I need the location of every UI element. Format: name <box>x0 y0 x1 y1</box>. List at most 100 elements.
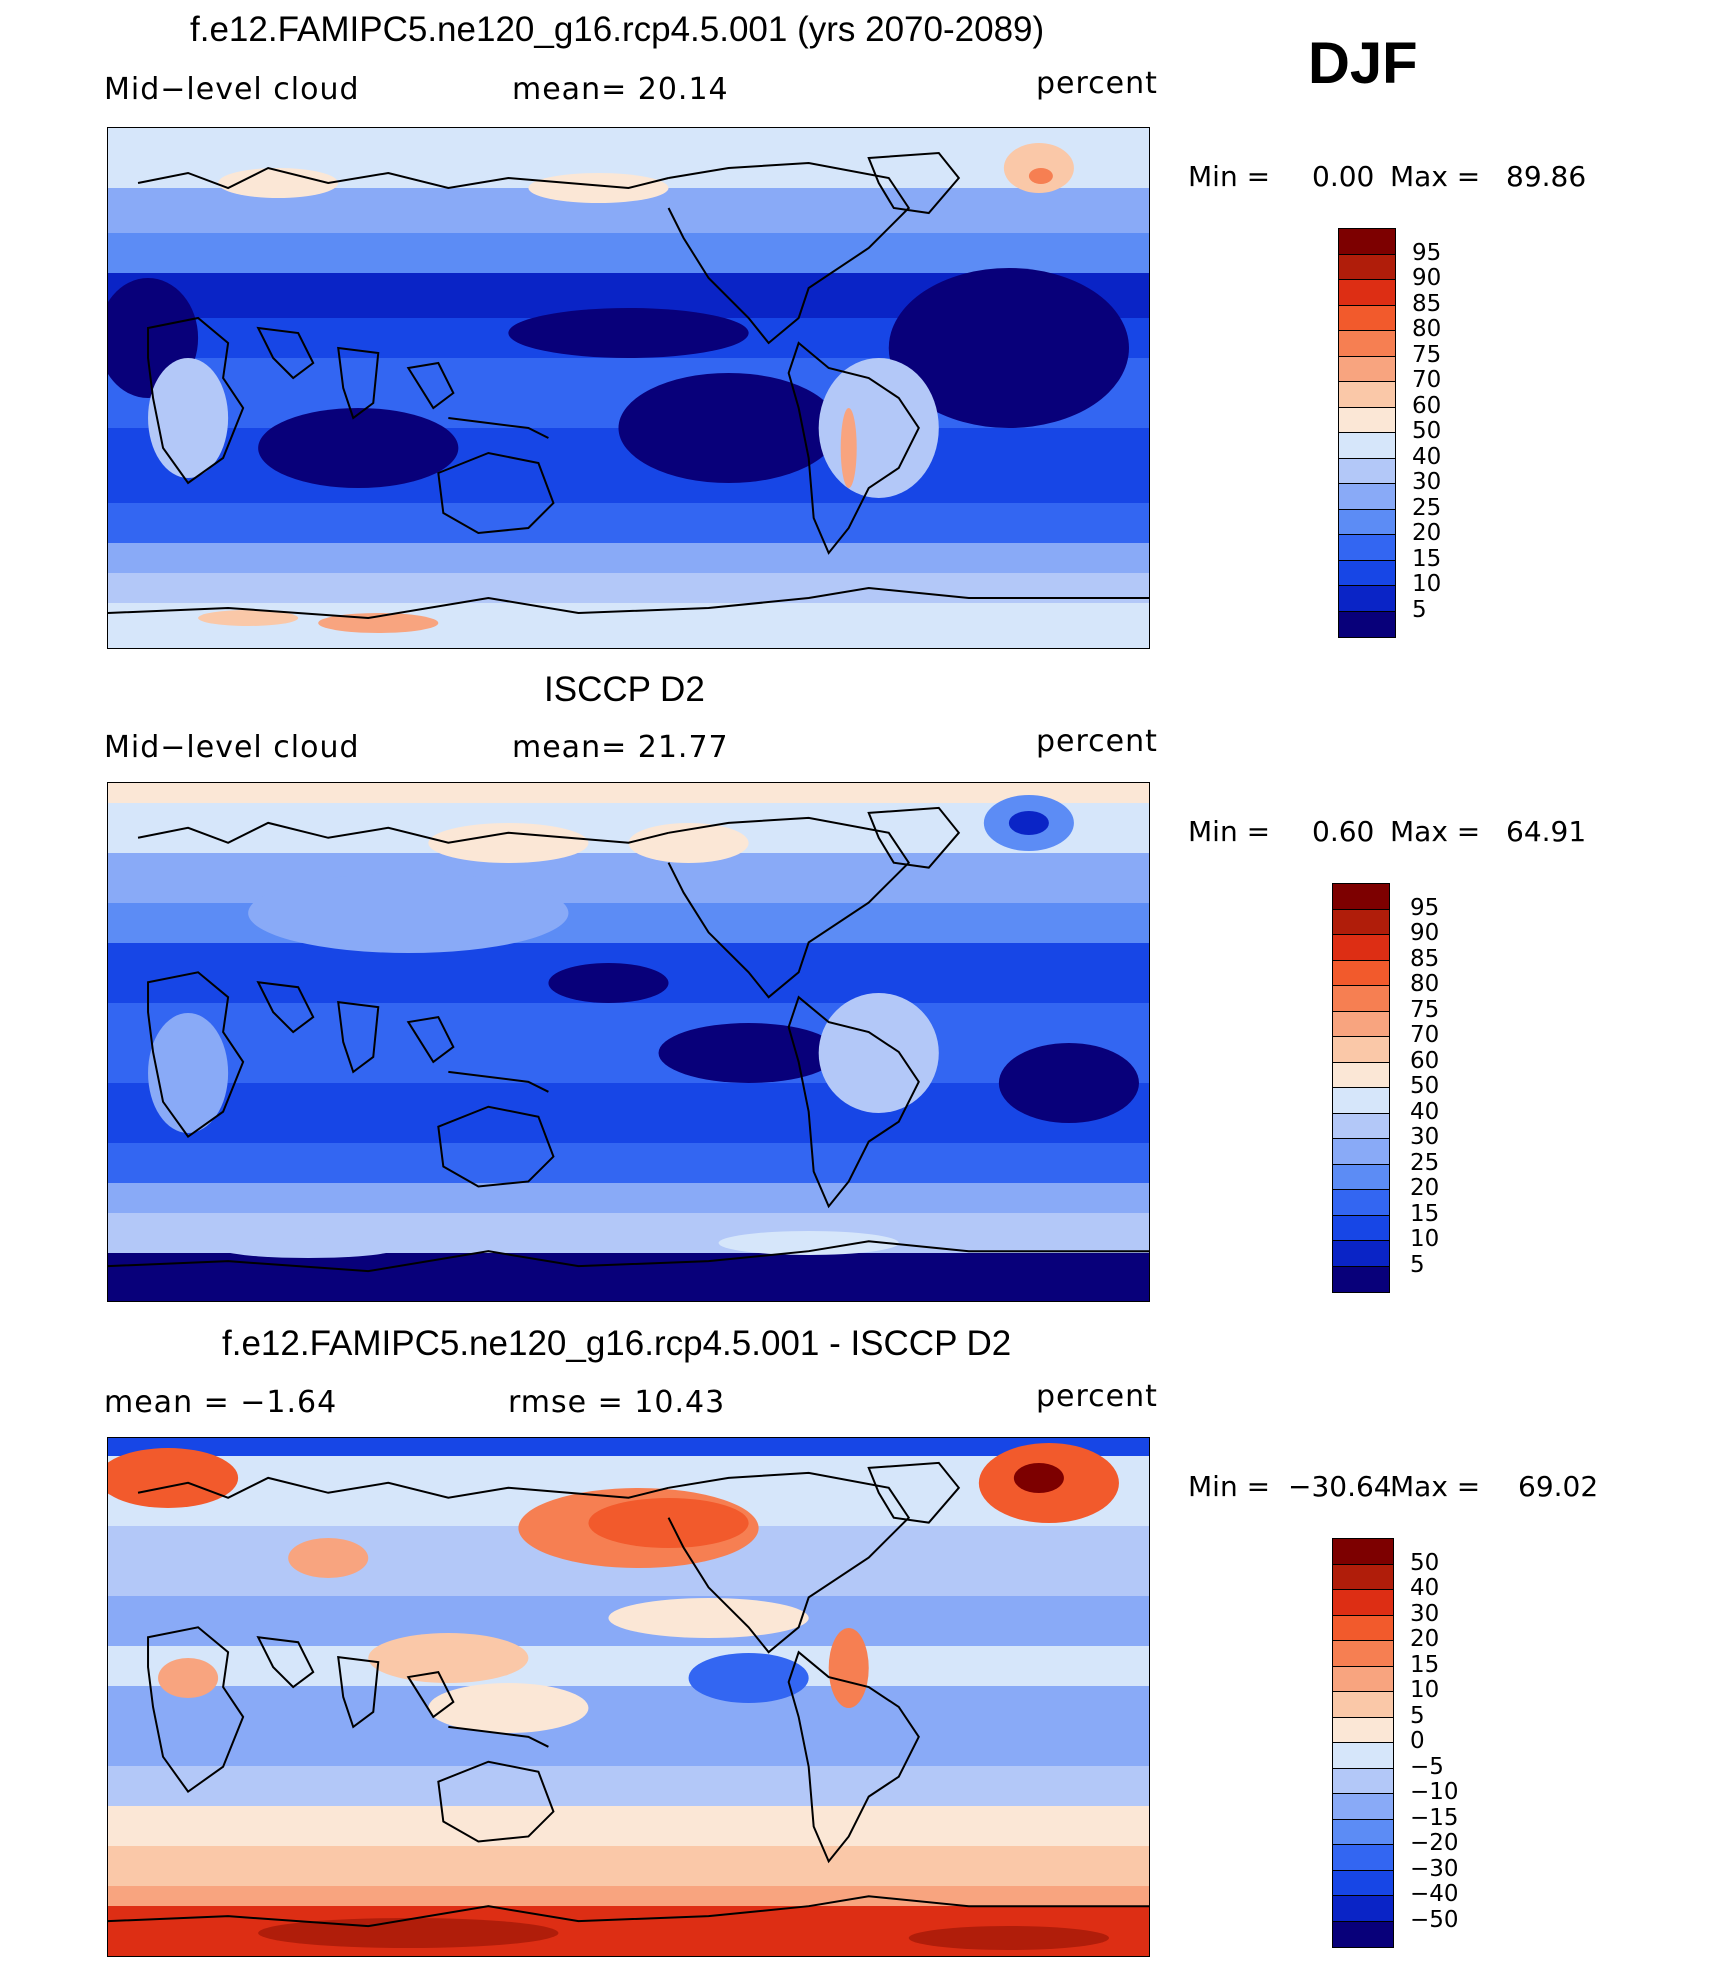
contour-region <box>548 963 669 1003</box>
colorbar-segment <box>1333 909 1389 935</box>
contour-region <box>828 1628 869 1708</box>
coastline-path <box>437 451 555 535</box>
contour-band <box>108 543 1149 573</box>
contour-region <box>618 373 839 483</box>
colorbar-tick-label: 70 <box>1410 1022 1440 1048</box>
coastline-path <box>787 1650 920 1864</box>
coastline-path <box>406 1015 455 1064</box>
colorbar-tick-label: 10 <box>1410 1226 1440 1252</box>
colorbar-tick-label: 40 <box>1410 1098 1440 1125</box>
colorbar-segment <box>1333 1113 1389 1139</box>
coastline-path <box>787 341 920 555</box>
colorbar-tick-label: 40 <box>1410 1575 1440 1601</box>
contour-band <box>108 1886 1149 1906</box>
coastline-path <box>406 1670 455 1719</box>
colorbar-segment <box>1333 1819 1393 1845</box>
contour-region <box>428 1683 589 1733</box>
panel1-contour-plot <box>108 128 1149 648</box>
colorbar-tick-label: 95 <box>1410 894 1440 921</box>
contour-band <box>108 1806 1149 1846</box>
panel2-max-value: 64.91 <box>1506 815 1587 848</box>
coastline-path <box>108 1895 1149 1928</box>
colorbar-segment <box>1333 1241 1389 1267</box>
colorbar-tick-label: 15 <box>1410 1200 1440 1227</box>
colorbar-tick-label: 40 <box>1412 443 1442 470</box>
contour-band <box>108 1083 1149 1143</box>
colorbar-segment <box>1333 1717 1393 1743</box>
colorbar-segment <box>1333 1011 1389 1037</box>
contour-region <box>258 1918 559 1948</box>
panel2-map <box>107 782 1150 1302</box>
panel3-colorbar <box>1332 1538 1394 1948</box>
coastlines <box>108 1461 1149 1928</box>
coastline-path <box>437 1760 555 1843</box>
colorbar-segment <box>1333 1768 1393 1794</box>
colorbar-tick-label: 85 <box>1410 945 1440 972</box>
contour-band <box>108 803 1149 853</box>
contour-band <box>108 1846 1149 1886</box>
colorbar-tick-label: 5 <box>1410 1251 1425 1278</box>
coastline-path <box>437 1105 555 1188</box>
colorbar-tick-label: 70 <box>1412 367 1442 393</box>
colorbar-segment <box>1339 535 1395 561</box>
colorbar-tick-label: 60 <box>1410 1047 1440 1074</box>
contour-region <box>218 1238 399 1258</box>
season-label: DJF <box>1308 31 1418 96</box>
colorbar-segment <box>1333 1794 1393 1820</box>
contour-region <box>318 613 439 633</box>
colorbar-tick-label: 20 <box>1412 520 1442 546</box>
panel3-mean: mean = −1.64 <box>104 1385 338 1420</box>
colorbar-tick-label: 10 <box>1412 571 1442 597</box>
panel1-map <box>107 127 1150 649</box>
coastlines <box>108 806 1149 1273</box>
contour-region <box>1003 143 1074 193</box>
contour-band <box>108 1003 1149 1083</box>
colorbar-segment <box>1339 280 1395 306</box>
panel2-max-label: Max = <box>1390 815 1481 848</box>
colorbar-tick-label: 25 <box>1412 494 1442 521</box>
panel2-mean: mean= 21.77 <box>512 730 729 765</box>
coastline-path <box>667 1471 911 1654</box>
contour-region <box>1013 1463 1064 1493</box>
colorbar-tick-label: 60 <box>1412 392 1442 419</box>
panel2-colorbar <box>1332 883 1390 1293</box>
panel3-max-label: Max = <box>1390 1470 1481 1503</box>
coastline-path <box>337 1001 380 1074</box>
coastline-path <box>667 161 911 345</box>
contour-region <box>1028 168 1053 184</box>
coastline-path <box>137 821 669 844</box>
contour-region <box>818 993 939 1113</box>
colorbar-tick-label: −30 <box>1410 1855 1459 1882</box>
contour-band <box>108 503 1149 543</box>
colorbar-segment <box>1333 1590 1393 1616</box>
contour-region <box>840 408 857 488</box>
coastline-path <box>667 816 911 999</box>
colorbar-tick-label: 5 <box>1410 1702 1425 1729</box>
panel3-rmse: rmse = 10.43 <box>508 1385 726 1420</box>
colorbar-segment <box>1339 382 1395 408</box>
colorbar-tick-label: 90 <box>1410 920 1440 946</box>
colorbar-segment <box>1333 1164 1389 1190</box>
colorbar-tick-label: 80 <box>1412 316 1442 342</box>
colorbar-tick-label: 90 <box>1412 265 1442 291</box>
coastline-path <box>406 361 455 410</box>
colorbar-segment <box>1333 960 1389 986</box>
colorbar-tick-label: −10 <box>1410 1779 1459 1805</box>
contour-region <box>628 823 749 863</box>
contour-region <box>688 1653 809 1703</box>
colorbar-tick-label: 25 <box>1410 1149 1440 1176</box>
coastlines <box>108 151 1149 620</box>
colorbar-segment <box>1333 1615 1393 1641</box>
panel2-min-label: Min = <box>1188 815 1271 848</box>
panel2-min-value: 0.60 <box>1312 815 1375 848</box>
contour-band <box>108 853 1149 903</box>
contour-region <box>588 1498 749 1548</box>
colorbar-segment <box>1333 1037 1389 1063</box>
panel1-min-value: 0.00 <box>1312 160 1375 193</box>
panel3-title: f.e12.FAMIPC5.ne120_g16.rcp4.5.001 - ISC… <box>222 1324 1012 1363</box>
contour-region <box>248 873 569 953</box>
colorbar-tick-label: −15 <box>1410 1804 1459 1831</box>
colorbar-tick-label: −5 <box>1410 1753 1444 1780</box>
colorbar-tick-label: 30 <box>1412 469 1442 495</box>
colorbar-tick-label: 75 <box>1410 996 1440 1023</box>
